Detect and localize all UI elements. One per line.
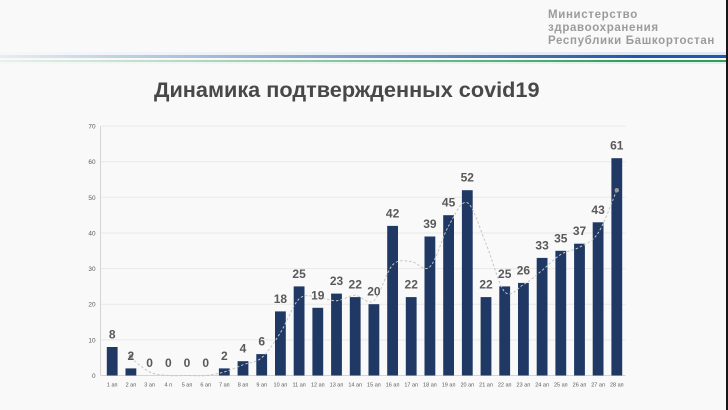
svg-text:20: 20 [88,302,96,309]
svg-text:39: 39 [423,217,437,231]
svg-text:27 ап: 27 ап [591,383,605,389]
svg-text:10 ап: 10 ап [274,383,288,389]
svg-text:22 ап: 22 ап [498,383,512,389]
svg-text:25: 25 [498,267,512,281]
svg-text:3 ап: 3 ап [144,383,155,389]
svg-text:6 ап: 6 ап [200,383,211,389]
svg-text:13 ап: 13 ап [330,383,344,389]
svg-text:30: 30 [88,266,96,273]
svg-text:42: 42 [386,206,400,220]
svg-text:43: 43 [591,203,605,217]
svg-text:25: 25 [292,267,306,281]
svg-text:7 ап: 7 ап [219,383,230,389]
svg-text:0: 0 [146,356,153,370]
svg-text:2: 2 [221,349,228,363]
svg-text:4 п: 4 п [165,383,173,389]
svg-text:18 ап: 18 ап [423,383,437,389]
svg-text:22: 22 [349,278,363,292]
svg-text:6: 6 [258,335,265,349]
svg-text:1 ап: 1 ап [107,383,118,389]
svg-text:19: 19 [311,288,325,302]
svg-text:25 ап: 25 ап [554,383,568,389]
svg-text:18: 18 [274,292,288,306]
svg-text:16 ап: 16 ап [386,383,400,389]
svg-text:5 ап: 5 ап [182,383,193,389]
svg-text:8: 8 [109,328,116,342]
svg-text:28 ап: 28 ап [610,383,624,389]
svg-text:33: 33 [535,238,549,252]
svg-text:22: 22 [405,278,419,292]
svg-text:0: 0 [202,356,209,370]
svg-text:8 ап: 8 ап [238,383,249,389]
svg-text:22: 22 [479,278,493,292]
svg-text:37: 37 [573,224,587,238]
svg-text:2: 2 [128,349,135,363]
svg-text:19 ап: 19 ап [442,383,456,389]
svg-text:2 ап: 2 ап [126,383,137,389]
svg-text:61: 61 [610,139,624,153]
svg-text:12 ап: 12 ап [311,383,325,389]
svg-text:0: 0 [165,356,172,370]
svg-text:20: 20 [367,285,381,299]
svg-text:24 ап: 24 ап [535,383,549,389]
svg-text:23 ап: 23 ап [517,383,531,389]
svg-text:26: 26 [517,263,531,277]
svg-text:17 ап: 17 ап [404,383,418,389]
svg-text:52: 52 [461,171,475,185]
svg-text:0: 0 [92,373,96,380]
svg-text:10: 10 [88,337,96,344]
svg-text:21 ап: 21 ап [479,383,493,389]
svg-text:20 ап: 20 ап [460,383,474,389]
svg-text:26 ап: 26 ап [573,383,587,389]
svg-text:14 ап: 14 ап [348,383,362,389]
svg-text:4: 4 [240,342,247,356]
svg-text:15 ап: 15 ап [367,383,381,389]
svg-text:35: 35 [554,231,568,245]
svg-text:9 ап: 9 ап [256,383,267,389]
svg-text:40: 40 [88,230,96,237]
svg-text:45: 45 [442,196,456,210]
svg-text:11 ап: 11 ап [292,383,305,389]
svg-text:23: 23 [330,274,344,288]
svg-text:60: 60 [88,159,96,166]
svg-text:70: 70 [88,124,96,131]
svg-text:0: 0 [184,356,191,370]
svg-text:50: 50 [88,195,96,202]
